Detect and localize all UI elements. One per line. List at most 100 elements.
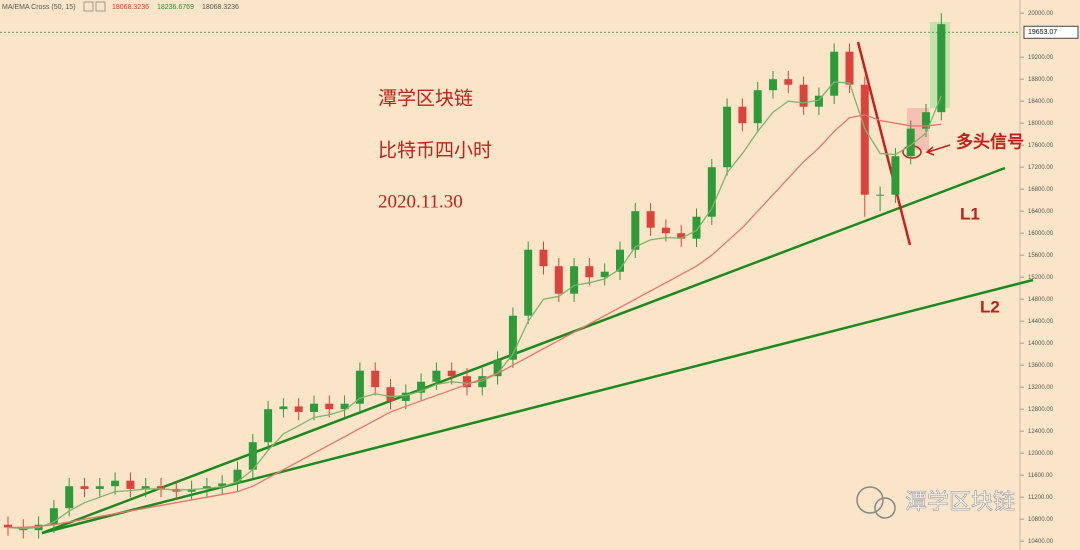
y-tick-label: 12000.00 <box>1028 451 1054 457</box>
candle-body <box>876 194 885 196</box>
candle-body <box>157 486 165 489</box>
y-tick-label: 13200.00 <box>1028 385 1054 391</box>
candle-body <box>891 156 900 195</box>
candle-body <box>570 266 579 294</box>
candle-body <box>677 233 686 239</box>
y-tick-label: 12800.00 <box>1028 407 1054 413</box>
candle-body <box>585 266 594 278</box>
candle-body <box>202 486 211 489</box>
candle-body <box>95 486 104 489</box>
trend-line-l1 <box>41 166 1006 535</box>
y-tick-label: 13600.00 <box>1028 363 1054 369</box>
candle-body <box>233 469 242 484</box>
y-tick-label: 14800.00 <box>1028 297 1054 303</box>
y-tick-label: 19200.00 <box>1028 55 1054 61</box>
y-tick-label: 10800.00 <box>1028 517 1054 523</box>
candle-body <box>49 508 58 525</box>
candle-body <box>784 79 793 85</box>
y-tick-label: 15600.00 <box>1028 253 1054 259</box>
y-tick-label: 15200.00 <box>1028 275 1054 281</box>
candle-body <box>814 95 823 107</box>
indicator-label: MA/EMA Cross (50, 15) <box>2 4 76 11</box>
y-tick-label: 11200.00 <box>1028 495 1053 501</box>
indicator-value: 18068.3236 <box>112 4 149 11</box>
candle-body <box>279 406 288 410</box>
candle-body <box>371 370 380 388</box>
y-tick-label: 20000.00 <box>1028 11 1054 17</box>
candle-body <box>340 403 349 410</box>
down-trend-line <box>856 41 912 246</box>
y-tick-label: 12400.00 <box>1028 429 1054 435</box>
candle-body <box>692 216 701 239</box>
candle-body <box>753 90 762 124</box>
y-tick-label: 16400.00 <box>1028 209 1054 215</box>
y-tick-label: 16000.00 <box>1028 231 1054 237</box>
candle-body <box>463 376 471 388</box>
candle-body <box>432 370 441 382</box>
last-price-box <box>1023 25 1079 39</box>
y-tick-label: 11600.00 <box>1028 473 1053 479</box>
candle-body <box>141 486 150 489</box>
ma-line <box>8 114 942 529</box>
candle-body <box>386 387 395 401</box>
signal-arrow-head <box>925 146 935 156</box>
candle-body <box>906 128 915 157</box>
y-tick-label: 17200.00 <box>1028 165 1054 171</box>
candle-body <box>937 24 946 113</box>
candle-body <box>799 84 808 107</box>
settings-icon[interactable] <box>83 1 94 12</box>
candle-body <box>248 442 257 470</box>
indicator-value: 18068.3236 <box>202 4 239 11</box>
annotation: 潭学区块链 <box>378 87 473 109</box>
candle-body <box>539 249 548 267</box>
y-tick-label: 14400.00 <box>1028 319 1054 325</box>
y-tick-label: 18800.00 <box>1028 77 1054 83</box>
candle-body <box>845 51 854 85</box>
candle-body <box>524 249 533 316</box>
watermark-logo <box>856 486 884 514</box>
candle-body <box>447 370 456 377</box>
watermark: 潭学区块链 <box>905 489 1015 514</box>
candle-body <box>616 249 624 272</box>
candle-body <box>631 211 640 250</box>
annotation: 比特币四小时 <box>378 139 492 161</box>
candle-body <box>355 370 364 404</box>
candle-body <box>661 227 670 234</box>
y-tick-label: 10400.00 <box>1028 539 1054 545</box>
signal-arrow <box>927 144 951 153</box>
candle-body <box>111 480 120 487</box>
candle-body <box>493 359 502 377</box>
candle-body <box>646 211 655 228</box>
candle-body <box>65 486 74 509</box>
candle-body <box>738 106 747 124</box>
candle-body <box>922 112 930 129</box>
candle-body <box>264 409 273 443</box>
last-price-label: 19653.07 <box>1028 29 1057 36</box>
candle-body <box>310 403 318 412</box>
watermark-logo <box>874 497 896 519</box>
candle-body <box>707 167 716 217</box>
y-tick-label: 18400.00 <box>1028 99 1054 105</box>
candle-body <box>294 406 303 412</box>
candle-body <box>554 266 563 294</box>
candle-body <box>830 51 839 96</box>
candle-body <box>769 79 777 91</box>
candle-body <box>80 486 89 489</box>
y-tick-label: 17600.00 <box>1028 143 1054 149</box>
candle-body <box>126 480 135 489</box>
candle-body <box>218 483 227 487</box>
trend-label: L2 <box>980 297 1000 316</box>
y-tick-label: 16800.00 <box>1028 187 1054 193</box>
trend-label: L1 <box>960 204 980 223</box>
y-tick-label: 14000.00 <box>1028 341 1054 347</box>
annotation: 2020.11.30 <box>378 191 463 212</box>
signal-label: 多头信号 <box>956 131 1024 151</box>
candle-body <box>325 403 334 410</box>
y-tick-label: 18000.00 <box>1028 121 1054 127</box>
candle-body <box>723 106 732 168</box>
close-icon[interactable] <box>95 1 106 12</box>
candle-body <box>187 488 196 492</box>
candle-body <box>4 524 12 528</box>
candle-body <box>401 392 410 401</box>
